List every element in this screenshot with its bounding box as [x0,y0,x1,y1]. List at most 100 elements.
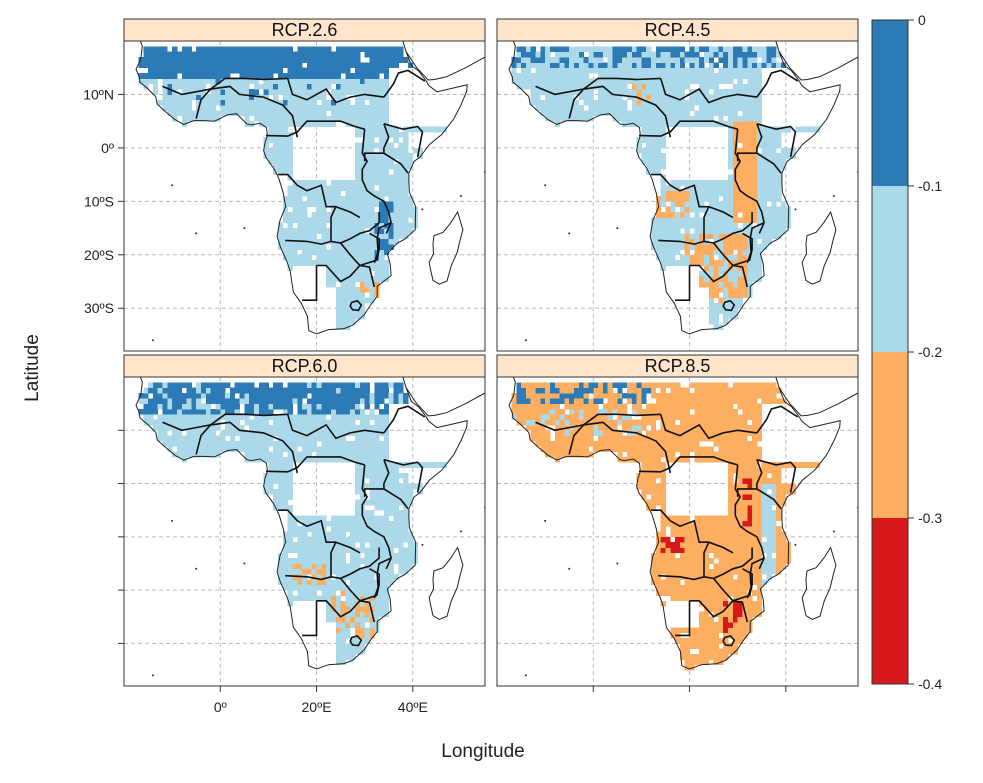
raster-cell [732,254,739,261]
raster-cell [728,249,734,256]
raster-cell [157,387,163,394]
raster-cell [670,382,676,389]
raster-cell [554,414,560,421]
raster-cell [369,627,375,634]
raster-cell [655,456,662,463]
raster-cell [718,105,724,111]
panel-frame [496,40,859,352]
raster-cell [747,57,753,63]
raster-cell [403,174,409,181]
raster-cell [393,222,399,229]
raster-cell [369,440,375,447]
raster-cell [138,62,144,69]
raster-cell [742,105,748,111]
raster-cell [345,526,351,532]
raster-cell [340,217,346,224]
country-border [658,212,753,245]
raster-cell [172,419,178,426]
raster-cell [737,169,743,176]
raster-cell [379,536,385,543]
raster-cell [747,276,753,282]
raster-cell [263,67,269,74]
raster-cell [665,249,671,256]
raster-cell [364,638,370,644]
raster-cell [287,142,293,149]
raster-cell [297,244,303,250]
raster-cell [239,62,245,69]
raster-cell [689,73,695,79]
raster-cell [670,201,676,208]
island-dot [243,227,246,230]
raster-cell [684,78,690,85]
raster-cell [622,46,628,53]
raster-cell [694,654,700,660]
raster-cell [287,542,293,548]
raster-cell [340,654,346,660]
raster-cell [713,286,719,293]
raster-cell [703,558,710,564]
raster-cell [148,408,154,415]
raster-cell [225,67,231,74]
raster-cell [675,67,681,74]
raster-cell [364,121,370,127]
raster-cell [369,212,375,218]
raster-cell [258,387,264,394]
raster-cell [205,387,212,394]
raster-cell [771,169,777,176]
raster-cell [350,51,356,58]
raster-cell [646,472,652,479]
raster-cell [708,57,714,63]
raster-cell [388,46,394,53]
raster-cell [215,387,221,394]
raster-cell [292,110,298,117]
raster-cell [651,89,657,95]
raster-cell [747,270,753,277]
raster-cell [321,67,327,74]
raster-cell [379,228,385,234]
raster-cell [167,419,173,426]
raster-cell [655,547,662,554]
raster-cell [641,158,647,165]
raster-cell [220,110,226,117]
raster-cell [617,435,623,442]
raster-cell [350,446,356,452]
raster-cell [398,552,404,559]
raster-cell [186,57,192,63]
raster-cell [302,244,308,250]
raster-cell [340,456,346,463]
raster-cell [607,403,613,410]
raster-cell [278,137,284,143]
raster-cell [282,392,289,399]
raster-cell [379,142,385,149]
raster-cell [694,228,700,234]
raster-cell [732,201,739,208]
raster-cell [364,131,370,138]
raster-cell [258,392,264,399]
raster-cell [263,403,269,410]
raster-cell [699,233,705,240]
raster-cell [718,115,724,122]
raster-cell [407,201,414,208]
panel-content [497,41,858,351]
raster-cell [316,201,322,208]
raster-cell [646,440,652,447]
raster-cell [345,222,351,229]
raster-cell [708,196,714,202]
raster-cell [335,563,341,570]
raster-cell [699,542,705,548]
raster-cell [713,212,719,218]
raster-cell [398,568,404,575]
raster-cell [330,265,337,272]
raster-cell [655,238,662,245]
raster-cell [253,414,260,421]
raster-cell [665,99,671,106]
raster-cell [675,99,681,106]
raster-cell [306,515,313,522]
raster-cell [379,217,385,224]
raster-cell [191,110,197,117]
raster-cell [282,217,289,224]
country-border [285,212,380,245]
raster-cell [292,531,298,538]
raster-cell [540,446,546,452]
raster-cell [321,387,327,394]
